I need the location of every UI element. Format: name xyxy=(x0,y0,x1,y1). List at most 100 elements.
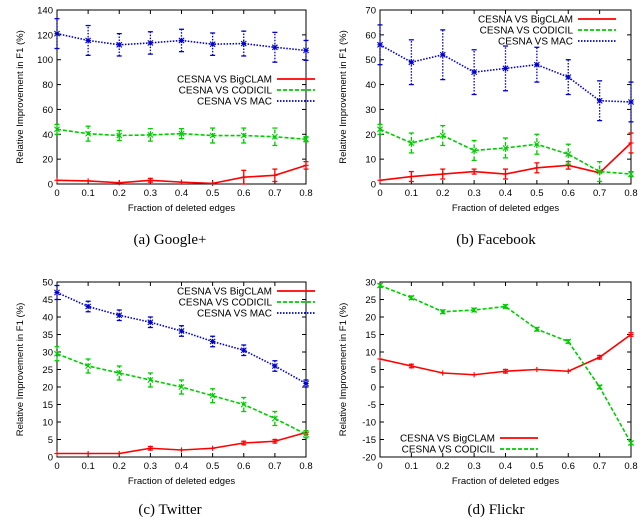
data-point xyxy=(440,370,446,376)
data-point xyxy=(85,178,91,184)
data-point xyxy=(408,59,415,66)
x-tick-label: 0.5 xyxy=(206,188,219,199)
data-point xyxy=(116,370,123,376)
legend-label: CESNA VS CODICIL xyxy=(179,298,273,309)
legend-label: CESNA VS MAC xyxy=(197,97,272,108)
data-point xyxy=(210,445,216,451)
data-point xyxy=(116,180,122,186)
legend-label: CESNA VS MAC xyxy=(498,37,573,48)
y-tick-label: 40 xyxy=(365,80,376,91)
error-bar xyxy=(147,316,153,329)
data-point xyxy=(533,61,540,68)
error-bar xyxy=(272,31,278,63)
y-tick-label: 45 xyxy=(42,295,53,306)
data-point xyxy=(408,363,414,369)
error-bar xyxy=(85,24,91,57)
y-tick-label: -5 xyxy=(368,400,376,411)
x-tick-label: 0.4 xyxy=(499,188,512,199)
x-tick-label: 0.1 xyxy=(405,461,418,472)
y-tick-label: 10 xyxy=(365,155,376,166)
data-point xyxy=(271,133,278,140)
data-point xyxy=(116,312,123,319)
y-tick-label: -15 xyxy=(362,435,376,446)
y-tick-label: 80 xyxy=(42,80,53,91)
y-axis-label: Relative Improvement in F1 (%) xyxy=(15,303,26,437)
data-point xyxy=(439,51,446,58)
data-point xyxy=(116,450,122,457)
x-tick-label: 0.6 xyxy=(237,461,250,472)
data-point xyxy=(377,282,383,289)
data-point xyxy=(147,377,154,383)
x-tick-label: 0.1 xyxy=(82,188,95,199)
data-point xyxy=(85,37,92,44)
data-point xyxy=(565,74,572,81)
x-tick-label: 0.7 xyxy=(593,188,606,199)
data-point xyxy=(628,98,634,105)
data-point xyxy=(271,44,278,51)
data-point xyxy=(209,41,216,48)
data-point xyxy=(502,171,509,177)
series-line xyxy=(379,284,632,444)
data-point xyxy=(440,171,446,177)
data-point xyxy=(54,30,60,37)
data-point xyxy=(565,368,571,374)
series-2 xyxy=(54,123,309,147)
x-tick-label: 0.1 xyxy=(82,461,95,472)
data-point xyxy=(377,126,383,133)
series-2 xyxy=(54,346,309,439)
x-tick-label: 0.6 xyxy=(562,461,575,472)
y-axis-label: Relative Improvement in F1 (%) xyxy=(15,30,26,164)
y-tick-label: 25 xyxy=(365,295,376,306)
x-tick-label: 0.6 xyxy=(237,188,250,199)
y-tick-label: 20 xyxy=(42,383,53,394)
data-point xyxy=(377,177,383,183)
data-point xyxy=(377,356,383,362)
y-tick-label: 30 xyxy=(365,278,376,289)
data-point xyxy=(54,289,60,296)
y-tick-label: 30 xyxy=(42,348,53,359)
series-3 xyxy=(54,18,309,63)
panel-caption: (b) Facebook xyxy=(456,232,536,248)
y-axis-label: Relative Improvement in F1 (%) xyxy=(338,303,349,437)
data-point xyxy=(628,140,634,146)
x-tick-label: 0.8 xyxy=(624,188,637,199)
panel-caption: (c) Twitter xyxy=(138,502,201,518)
data-point xyxy=(178,447,185,453)
x-tick-label: 0.8 xyxy=(624,461,637,472)
y-tick-label: 20 xyxy=(42,155,53,166)
y-tick-label: -20 xyxy=(362,453,376,464)
data-point xyxy=(303,380,309,387)
y-tick-label: 60 xyxy=(42,105,53,116)
data-point xyxy=(272,438,278,444)
y-tick-label: 10 xyxy=(365,348,376,359)
data-point xyxy=(209,392,216,399)
y-tick-label: 140 xyxy=(37,6,53,17)
x-tick-label: 0.3 xyxy=(468,188,481,199)
error-bar xyxy=(628,81,634,123)
error-bar xyxy=(377,123,383,135)
data-point xyxy=(210,180,216,186)
x-tick-label: 0.4 xyxy=(175,188,188,199)
y-tick-label: 70 xyxy=(365,6,376,17)
x-tick-label: 0 xyxy=(377,461,382,472)
data-point xyxy=(471,372,477,378)
x-tick-label: 0.4 xyxy=(499,461,512,472)
error-bar xyxy=(565,59,571,96)
error-bar xyxy=(210,335,216,348)
y-tick-label: 15 xyxy=(42,400,53,411)
data-point xyxy=(241,440,247,446)
data-point xyxy=(565,338,572,345)
series-1 xyxy=(54,429,309,457)
y-tick-label: 30 xyxy=(365,105,376,116)
y-tick-label: 40 xyxy=(42,313,53,324)
data-point xyxy=(178,328,185,334)
data-point xyxy=(439,132,446,139)
x-axis-label: Fraction of deleted edges xyxy=(128,476,235,487)
error-bar xyxy=(377,24,383,66)
data-point xyxy=(147,131,154,138)
legend-label: CESNA VS BigCLAM xyxy=(177,287,272,298)
data-point xyxy=(240,132,247,139)
